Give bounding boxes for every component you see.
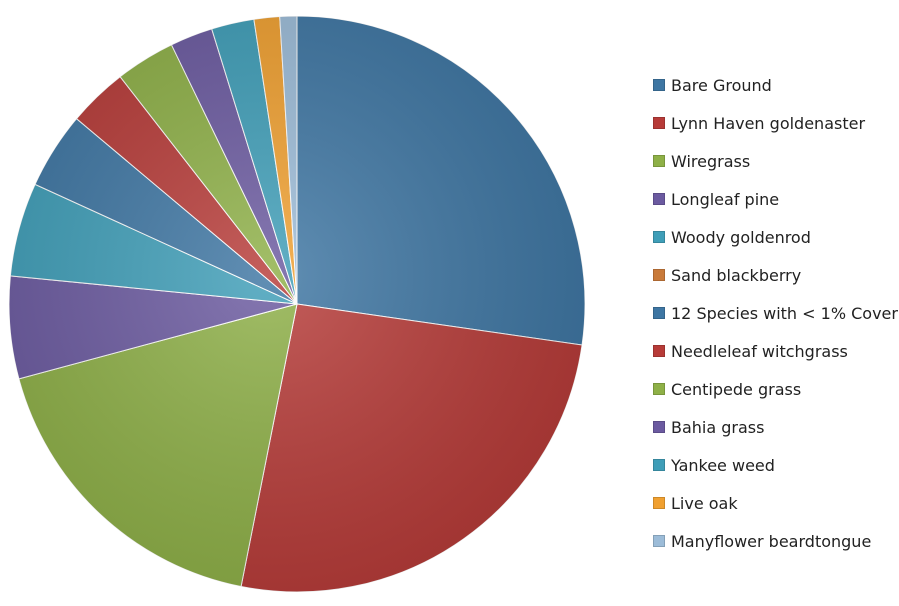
- legend-label: Needleleaf witchgrass: [671, 341, 848, 361]
- legend-item-lynn-haven-goldenaster: Lynn Haven goldenaster: [653, 104, 898, 142]
- legend-item-manyflower-beardtongue: Manyflower beardtongue: [653, 522, 898, 560]
- legend-swatch: [653, 497, 665, 509]
- legend-swatch: [653, 117, 665, 129]
- legend-swatch: [653, 79, 665, 91]
- legend-swatch: [653, 459, 665, 471]
- legend: Bare Ground Lynn Haven goldenaster Wiregra…: [653, 66, 898, 560]
- pie-slice-lynn-haven-goldenaster: [240, 303, 583, 593]
- legend-item-woody-goldenrod: Woody goldenrod: [653, 218, 898, 256]
- legend-swatch: [653, 535, 665, 547]
- legend-label: Woody goldenrod: [671, 227, 811, 247]
- legend-label: Centipede grass: [671, 379, 802, 399]
- legend-label: Longleaf pine: [671, 189, 780, 209]
- legend-swatch: [653, 307, 665, 319]
- legend-label: Bahia grass: [671, 417, 765, 437]
- pie-chart: [8, 15, 586, 593]
- legend-item-bare-ground: Bare Ground: [653, 66, 898, 104]
- legend-item-bahia-grass: Bahia grass: [653, 408, 898, 446]
- legend-swatch: [653, 345, 665, 357]
- legend-item-wiregrass: Wiregrass: [653, 142, 898, 180]
- pie-slice-bare-ground: [296, 15, 586, 346]
- legend-item-yankee-weed: Yankee weed: [653, 446, 898, 484]
- legend-item-live-oak: Live oak: [653, 484, 898, 522]
- legend-label: Yankee weed: [671, 455, 775, 475]
- legend-label: 12 Species with < 1% Cover: [671, 303, 898, 323]
- legend-swatch: [653, 383, 665, 395]
- legend-swatch: [653, 421, 665, 433]
- legend-swatch: [653, 269, 665, 281]
- legend-label: Bare Ground: [671, 75, 772, 95]
- legend-label: Sand blackberry: [671, 265, 802, 285]
- legend-item-12-species-with-1-cover: 12 Species with < 1% Cover: [653, 294, 898, 332]
- legend-label: Live oak: [671, 493, 738, 513]
- legend-label: Lynn Haven goldenaster: [671, 113, 866, 133]
- legend-item-longleaf-pine: Longleaf pine: [653, 180, 898, 218]
- legend-swatch: [653, 193, 665, 205]
- legend-swatch: [653, 155, 665, 167]
- legend-item-centipede-grass: Centipede grass: [653, 370, 898, 408]
- legend-item-sand-blackberry: Sand blackberry: [653, 256, 898, 294]
- legend-item-needleleaf-witchgrass: Needleleaf witchgrass: [653, 332, 898, 370]
- legend-label: Wiregrass: [671, 151, 751, 171]
- legend-label: Manyflower beardtongue: [671, 531, 872, 551]
- legend-swatch: [653, 231, 665, 243]
